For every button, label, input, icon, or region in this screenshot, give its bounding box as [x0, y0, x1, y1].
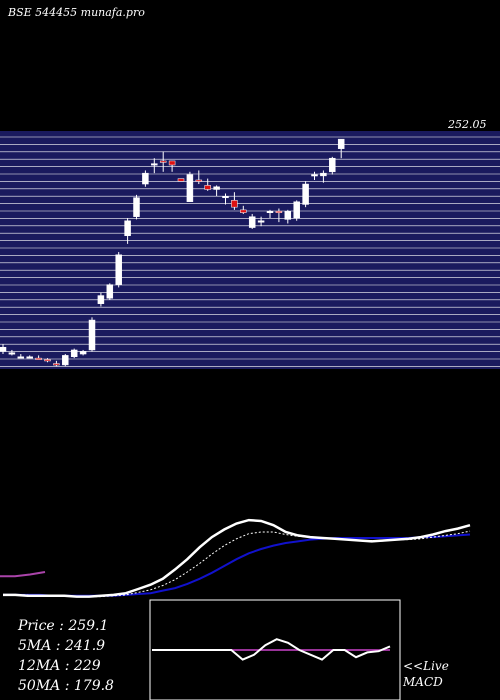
macd-line	[152, 638, 391, 661]
candle-body	[240, 209, 247, 213]
y-axis-top-label: 252.05	[447, 118, 487, 131]
candle-body	[195, 179, 203, 182]
candle-body	[159, 160, 167, 163]
candle-body	[142, 172, 149, 185]
candle-body	[320, 172, 327, 177]
legend-50ma: 50MA : 179.8	[18, 678, 114, 694]
candle-body	[0, 346, 7, 352]
candle-body	[17, 356, 25, 359]
candle-body	[26, 356, 33, 359]
chart-title: BSE 544455 munafa.pro	[7, 6, 145, 19]
candle-body	[293, 201, 300, 219]
macd-panel-border	[149, 599, 401, 700]
candle-body	[151, 163, 158, 166]
candle-body	[168, 160, 176, 166]
candle-body	[329, 157, 336, 173]
candle-body	[70, 349, 78, 358]
candle-body	[124, 220, 131, 236]
legend-price: Price : 259.1	[17, 618, 108, 634]
legend-12ma: 12MA : 229	[18, 658, 101, 674]
macd-live-label: <<Live	[403, 659, 449, 673]
candles-group	[0, 138, 345, 367]
candle-body	[257, 220, 265, 223]
candle-body	[177, 178, 185, 182]
candle-body	[97, 295, 105, 304]
candle-body	[62, 355, 69, 366]
candle-body	[284, 210, 292, 220]
candle-body	[186, 174, 194, 202]
candle-body	[222, 196, 229, 199]
candle-body	[8, 352, 16, 355]
candle-body	[44, 359, 51, 362]
ma-purple-line	[0, 571, 46, 578]
candle-body	[213, 186, 220, 190]
macd-label: MACD	[402, 675, 443, 689]
candle-body	[231, 200, 238, 208]
candle-body	[53, 363, 60, 366]
macd-panel	[152, 638, 391, 661]
candle-body	[311, 174, 318, 177]
candle-body	[35, 357, 42, 360]
candle-body	[337, 138, 345, 149]
candle-body	[275, 210, 283, 213]
candle-body	[302, 183, 309, 205]
candle-body	[106, 284, 114, 299]
indicator-panel	[0, 518, 471, 598]
candle-body	[266, 210, 274, 213]
candle-body	[88, 319, 96, 351]
candle-body	[248, 216, 256, 228]
candle-body	[79, 351, 87, 355]
candle-body	[204, 185, 211, 190]
legend-5ma: 5MA : 241.9	[18, 638, 105, 654]
candle-body	[115, 254, 122, 285]
ma-white-line	[3, 518, 471, 598]
candle-body	[133, 197, 140, 217]
